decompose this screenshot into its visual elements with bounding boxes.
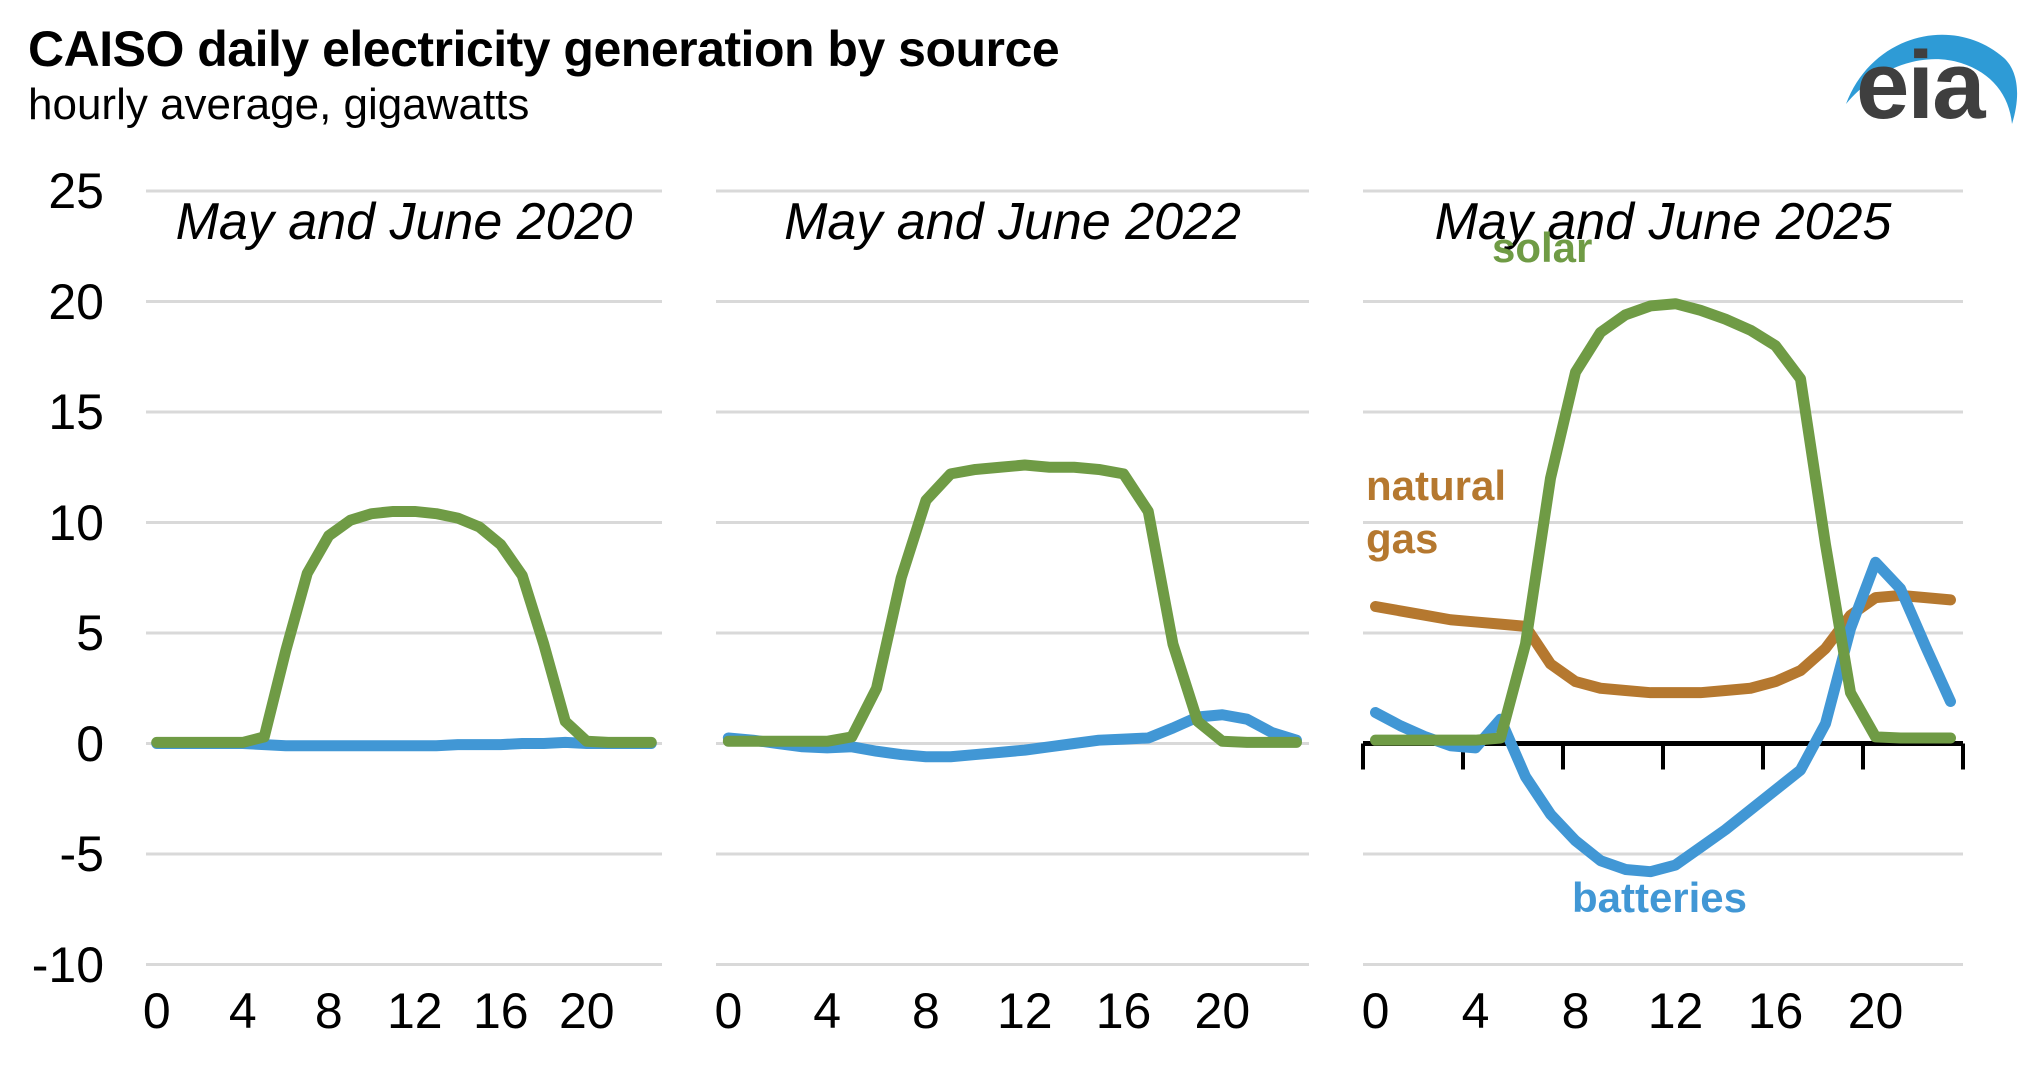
x-axis-label-p2-0: 0 [1361,983,1390,1039]
line-natural-gas [1370,589,1956,699]
x-axis-label-p2-20: 20 [1847,983,1904,1039]
y-axis-label-20: 20 [48,273,104,330]
x-axis-label-p0-12: 12 [386,983,443,1039]
line-batteries [1370,556,1956,878]
panel-title-2022: May and June 2022 [784,193,1241,251]
y-axis-label-5: 5 [76,605,104,661]
x-axis-label-p2-8: 8 [1561,983,1590,1039]
line-solar [722,459,1302,748]
x-axis-label-p0-16: 16 [472,983,529,1039]
y-axis-label-0: 0 [76,715,104,772]
x-axis-label-p1-8: 8 [912,983,940,1039]
x-axis-label-p1-4: 4 [813,983,842,1039]
page-subtitle: hourly average, gigawatts [28,80,530,129]
x-axis-label-p1-0: 0 [714,983,743,1039]
line-solar [151,505,657,748]
y-axis-label--5: -5 [59,826,104,882]
y-axis-label-25: 25 [48,163,104,219]
x-axis-label-p0-20: 20 [558,983,615,1039]
line-solar [1370,298,1956,746]
y-axis-label--10: -10 [31,936,104,993]
page-title: CAISO daily electricity generation by so… [28,21,1060,77]
y-axis-label-10: 10 [48,494,104,551]
eia-swoosh-icon [1846,34,2018,124]
x-axis-label-p2-12: 12 [1647,983,1704,1039]
x-axis-label-p2-4: 4 [1461,983,1490,1039]
y-axis-label-15: 15 [48,384,104,440]
x-axis-label-p1-16: 16 [1095,983,1152,1039]
x-axis-label-p1-12: 12 [996,983,1053,1039]
series-label-natural-gas: natural gas [1366,462,1507,562]
panel-title-2025: May and June 2025 [1434,193,1892,251]
x-axis-label-p0-0: 0 [142,983,171,1039]
series-label-batteries: batteries [1571,874,1748,921]
eia-logo: eia [1856,32,1985,139]
panel-title-2020: May and June 2020 [175,193,633,251]
series-label-solar: solar [1492,224,1593,271]
x-axis-label-p0-4: 4 [228,983,257,1039]
x-axis-label-p0-8: 8 [314,983,343,1039]
x-axis-label-p2-16: 16 [1747,983,1804,1039]
x-axis-label-p1-20: 20 [1194,983,1251,1039]
